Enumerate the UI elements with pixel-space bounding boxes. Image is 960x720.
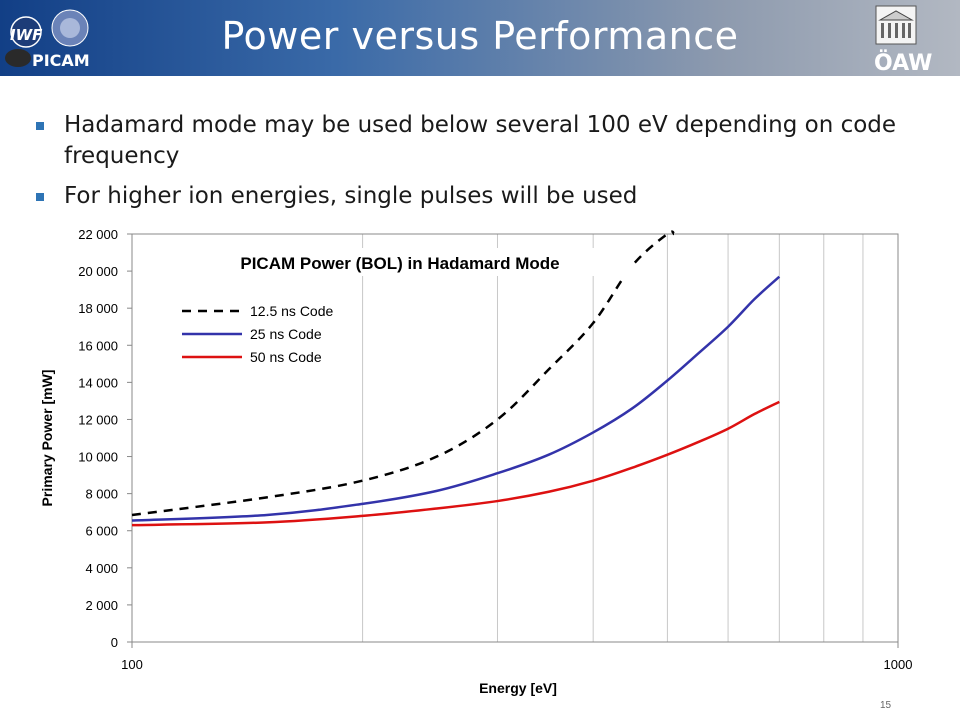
x-axis: 100 1000: [121, 642, 912, 672]
chart-legend: 12.5 ns Code 25 ns Code 50 ns Code: [178, 298, 338, 368]
slide-header: IWF PICAM Power versus Performance ÖAW: [0, 0, 960, 76]
bullet-item: Hadamard mode may be used below several …: [34, 110, 934, 172]
page-number: 15: [880, 700, 892, 711]
x-tick-label: 1000: [884, 657, 913, 672]
y-tick-label: 14 000: [78, 375, 118, 390]
bullet-text: For higher ion energies, single pulses w…: [64, 183, 638, 209]
y-axis: 0 2 000 4 000 6 000 8 000 10 000 12 000 14 000 1…: [78, 227, 132, 650]
y-axis-label: Primary Power [mW]: [39, 370, 55, 507]
y-tick-label: 4 000: [85, 561, 118, 576]
bullet-text: Hadamard mode may be used below several …: [64, 112, 897, 169]
series-line: [131, 275, 781, 522]
oeaw-logo: ÖAW: [874, 5, 932, 74]
logo-left-text: IWF: [10, 26, 43, 44]
logo-right-text: ÖAW: [874, 50, 932, 74]
series-line: [131, 400, 780, 527]
iwf-picam-logo: IWF PICAM: [5, 9, 90, 70]
bullet-list: Hadamard mode may be used below several …: [34, 110, 934, 221]
bullet-item: For higher ion energies, single pulses w…: [34, 181, 934, 212]
bullet-square-icon: [36, 122, 44, 130]
power-chart: 0 2 000 4 000 6 000 8 000 10 000 12 000 14 000 1…: [39, 227, 912, 696]
chart-title: PICAM Power (BOL) in Hadamard Mode: [240, 254, 559, 273]
y-tick-label: 20 000: [78, 264, 118, 279]
logo-left-sub: PICAM: [32, 51, 90, 70]
y-tick-label: 0: [111, 635, 118, 650]
legend-label: 12.5 ns Code: [250, 303, 333, 319]
y-tick-label: 2 000: [85, 598, 118, 613]
chart-title-background: [168, 248, 632, 276]
y-tick-label: 12 000: [78, 412, 118, 427]
x-axis-label: Energy [eV]: [479, 680, 557, 696]
y-tick-label: 18 000: [78, 301, 118, 316]
y-tick-label: 10 000: [78, 450, 118, 465]
bullet-square-icon: [36, 193, 44, 201]
legend-label: 25 ns Code: [250, 326, 322, 342]
chart-grid: [131, 234, 899, 642]
slide-title: Power versus Performance: [221, 14, 739, 58]
y-tick-label: 6 000: [85, 524, 118, 539]
x-tick-label: 100: [121, 657, 143, 672]
plot-area: [131, 233, 899, 643]
y-tick-label: 16 000: [78, 338, 118, 353]
y-tick-label: 8 000: [85, 487, 118, 502]
series-lines: [131, 230, 781, 527]
legend-label: 50 ns Code: [250, 349, 322, 365]
y-tick-label: 22 000: [78, 227, 118, 242]
